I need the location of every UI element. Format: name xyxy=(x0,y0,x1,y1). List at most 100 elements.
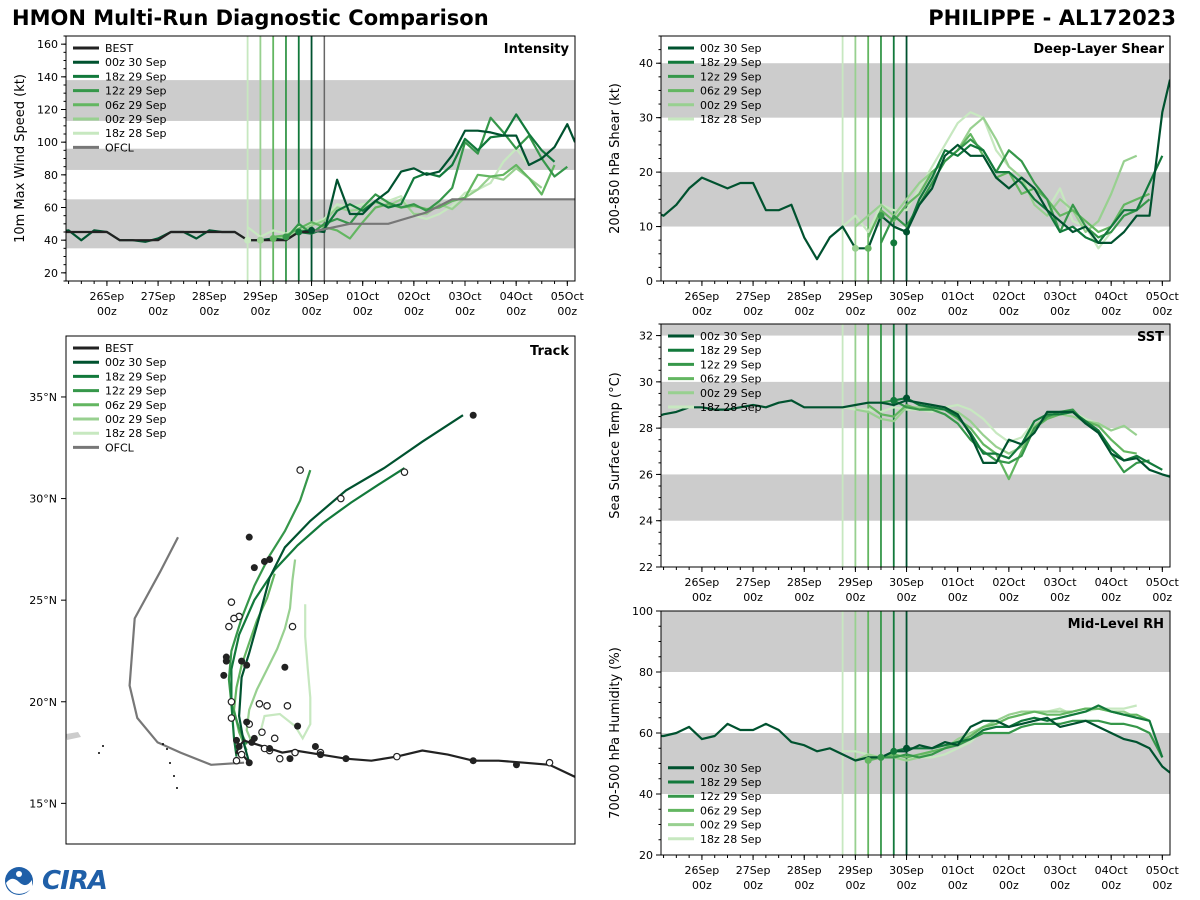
track-position-open-marker xyxy=(258,728,266,737)
x-tick-hour-label: 00z xyxy=(794,305,814,318)
legend-label: 18z 28 Sep xyxy=(700,401,762,414)
lat-tick-label: 15°N xyxy=(29,797,57,810)
x-tick-date-label: 05Oct xyxy=(1146,864,1180,877)
x-tick-date-label: 28Sep xyxy=(192,290,227,303)
shading-band xyxy=(661,172,1170,227)
y-tick-label: 40 xyxy=(44,234,58,247)
island-land xyxy=(66,732,81,740)
track-position-open-marker xyxy=(337,494,345,503)
x-tick-hour-label: 00z xyxy=(846,591,866,604)
legend-label: 18z 28 Sep xyxy=(700,113,762,126)
y-tick-label: 120 xyxy=(37,104,58,117)
legend-label: 06z 29 Sep xyxy=(700,85,762,98)
legend-label: 00z 30 Sep xyxy=(105,56,167,69)
track-position-filled-marker xyxy=(512,761,520,769)
shading-band xyxy=(661,611,1170,672)
track-position-open-marker xyxy=(232,756,241,765)
ofcl-track-line xyxy=(128,536,245,766)
x-tick-hour-label: 00z xyxy=(897,591,917,604)
y-tick-label: 60 xyxy=(639,727,653,740)
x-tick-date-label: 01Oct xyxy=(941,864,975,877)
track-position-open-marker xyxy=(227,697,236,706)
track-position-open-marker xyxy=(227,598,236,606)
plot-area-shear xyxy=(661,36,1170,281)
x-tick-date-label: 26Sep xyxy=(90,290,125,303)
y-tick-label: 30 xyxy=(639,112,653,125)
y-tick-label: 28 xyxy=(639,422,653,435)
legend-label: 18z 28 Sep xyxy=(700,833,762,846)
x-tick-hour-label: 00z xyxy=(1101,591,1121,604)
track-position-open-marker xyxy=(283,702,292,710)
series-line-18z-29-sep xyxy=(893,397,1163,471)
y-tick-label: 26 xyxy=(639,468,653,481)
legend-label: BEST xyxy=(105,42,133,55)
track-position-filled-marker xyxy=(342,755,350,763)
x-tick-hour-label: 00z xyxy=(948,591,968,604)
y-axis-label: Sea Surface Temp (°C) xyxy=(608,372,623,519)
x-tick-hour-label: 00z xyxy=(1152,305,1172,318)
x-tick-hour-label: 00z xyxy=(353,305,373,318)
y-axis-label: 10m Max Wind Speed (kt) xyxy=(13,74,28,243)
init-point-marker xyxy=(282,233,290,241)
track-position-filled-marker xyxy=(311,742,319,750)
track-position-open-marker xyxy=(275,754,284,763)
series-line-18z-29-sep xyxy=(893,704,1164,758)
track-position-filled-marker xyxy=(469,757,477,765)
init-point-marker xyxy=(903,228,911,236)
x-tick-date-label: 28Sep xyxy=(787,290,822,303)
series-line-00z-29-sep xyxy=(260,167,543,242)
track-position-filled-marker xyxy=(238,657,246,665)
y-tick-label: 0 xyxy=(646,275,653,288)
legend-label: 00z 29 Sep xyxy=(700,99,762,112)
x-tick-hour-label: 00z xyxy=(692,305,712,318)
init-point-marker xyxy=(256,236,264,244)
panel-rh: 20 40 60 80 100 26Sep 00z 27Sep 00z 28Sep 00z 29Sep… xyxy=(608,605,1180,892)
track-line-18z-29-sep xyxy=(230,467,406,757)
legend-label: 18z 29 Sep xyxy=(700,56,762,69)
init-point-marker xyxy=(244,236,252,244)
x-tick-date-label: 02Oct xyxy=(992,864,1026,877)
y-tick-label: 80 xyxy=(44,169,58,182)
legend-label: 12z 29 Sep xyxy=(700,70,762,83)
y-tick-label: 80 xyxy=(639,666,653,679)
shading-band xyxy=(66,80,575,121)
lat-tick-label: 20°N xyxy=(29,696,57,709)
y-axis-label: 700-500 hPa Humidity (%) xyxy=(608,647,623,819)
panel-title: Intensity xyxy=(504,42,570,57)
x-tick-date-label: 26Sep xyxy=(685,576,720,589)
x-tick-hour-label: 00z xyxy=(846,305,866,318)
noaa-globe-icon xyxy=(5,867,33,895)
y-axis-label: 200-850 hPa Shear (kt) xyxy=(608,83,623,234)
track-position-open-marker xyxy=(545,758,554,767)
x-tick-date-label: 27Sep xyxy=(736,864,771,877)
storm-id-title: PHILIPPE - AL172023 xyxy=(928,6,1176,30)
track-position-open-marker xyxy=(227,714,236,722)
x-tick-date-label: 30Sep xyxy=(889,576,924,589)
x-tick-hour-label: 00z xyxy=(897,305,917,318)
track-position-filled-marker xyxy=(286,755,294,763)
legend-label: 12z 29 Sep xyxy=(700,790,762,803)
x-tick-hour-label: 00z xyxy=(1152,591,1172,604)
track-position-open-marker xyxy=(296,466,304,474)
x-tick-date-label: 27Sep xyxy=(736,576,771,589)
legend-label: 18z 28 Sep xyxy=(105,127,167,140)
track-position-filled-marker xyxy=(250,564,258,572)
y-tick-label: 30 xyxy=(639,376,653,389)
x-tick-date-label: 30Sep xyxy=(294,290,329,303)
track-map-area xyxy=(66,411,575,778)
track-position-open-marker xyxy=(400,468,409,476)
x-tick-hour-label: 00z xyxy=(948,305,968,318)
x-tick-hour-label: 00z xyxy=(302,305,322,318)
x-tick-date-label: 28Sep xyxy=(787,864,822,877)
track-position-open-marker xyxy=(237,750,246,759)
plot-frame xyxy=(65,335,576,845)
x-tick-hour-label: 00z xyxy=(794,591,814,604)
track-position-open-marker xyxy=(288,622,297,631)
series-line-18z-29-sep xyxy=(298,113,556,235)
x-tick-date-label: 01Oct xyxy=(941,576,975,589)
init-point-marker xyxy=(877,753,885,761)
legend-label: 00z 29 Sep xyxy=(105,113,167,126)
init-point-marker xyxy=(903,744,911,752)
x-tick-hour-label: 00z xyxy=(1050,879,1070,892)
series-line-06z-29-sep xyxy=(273,163,556,240)
